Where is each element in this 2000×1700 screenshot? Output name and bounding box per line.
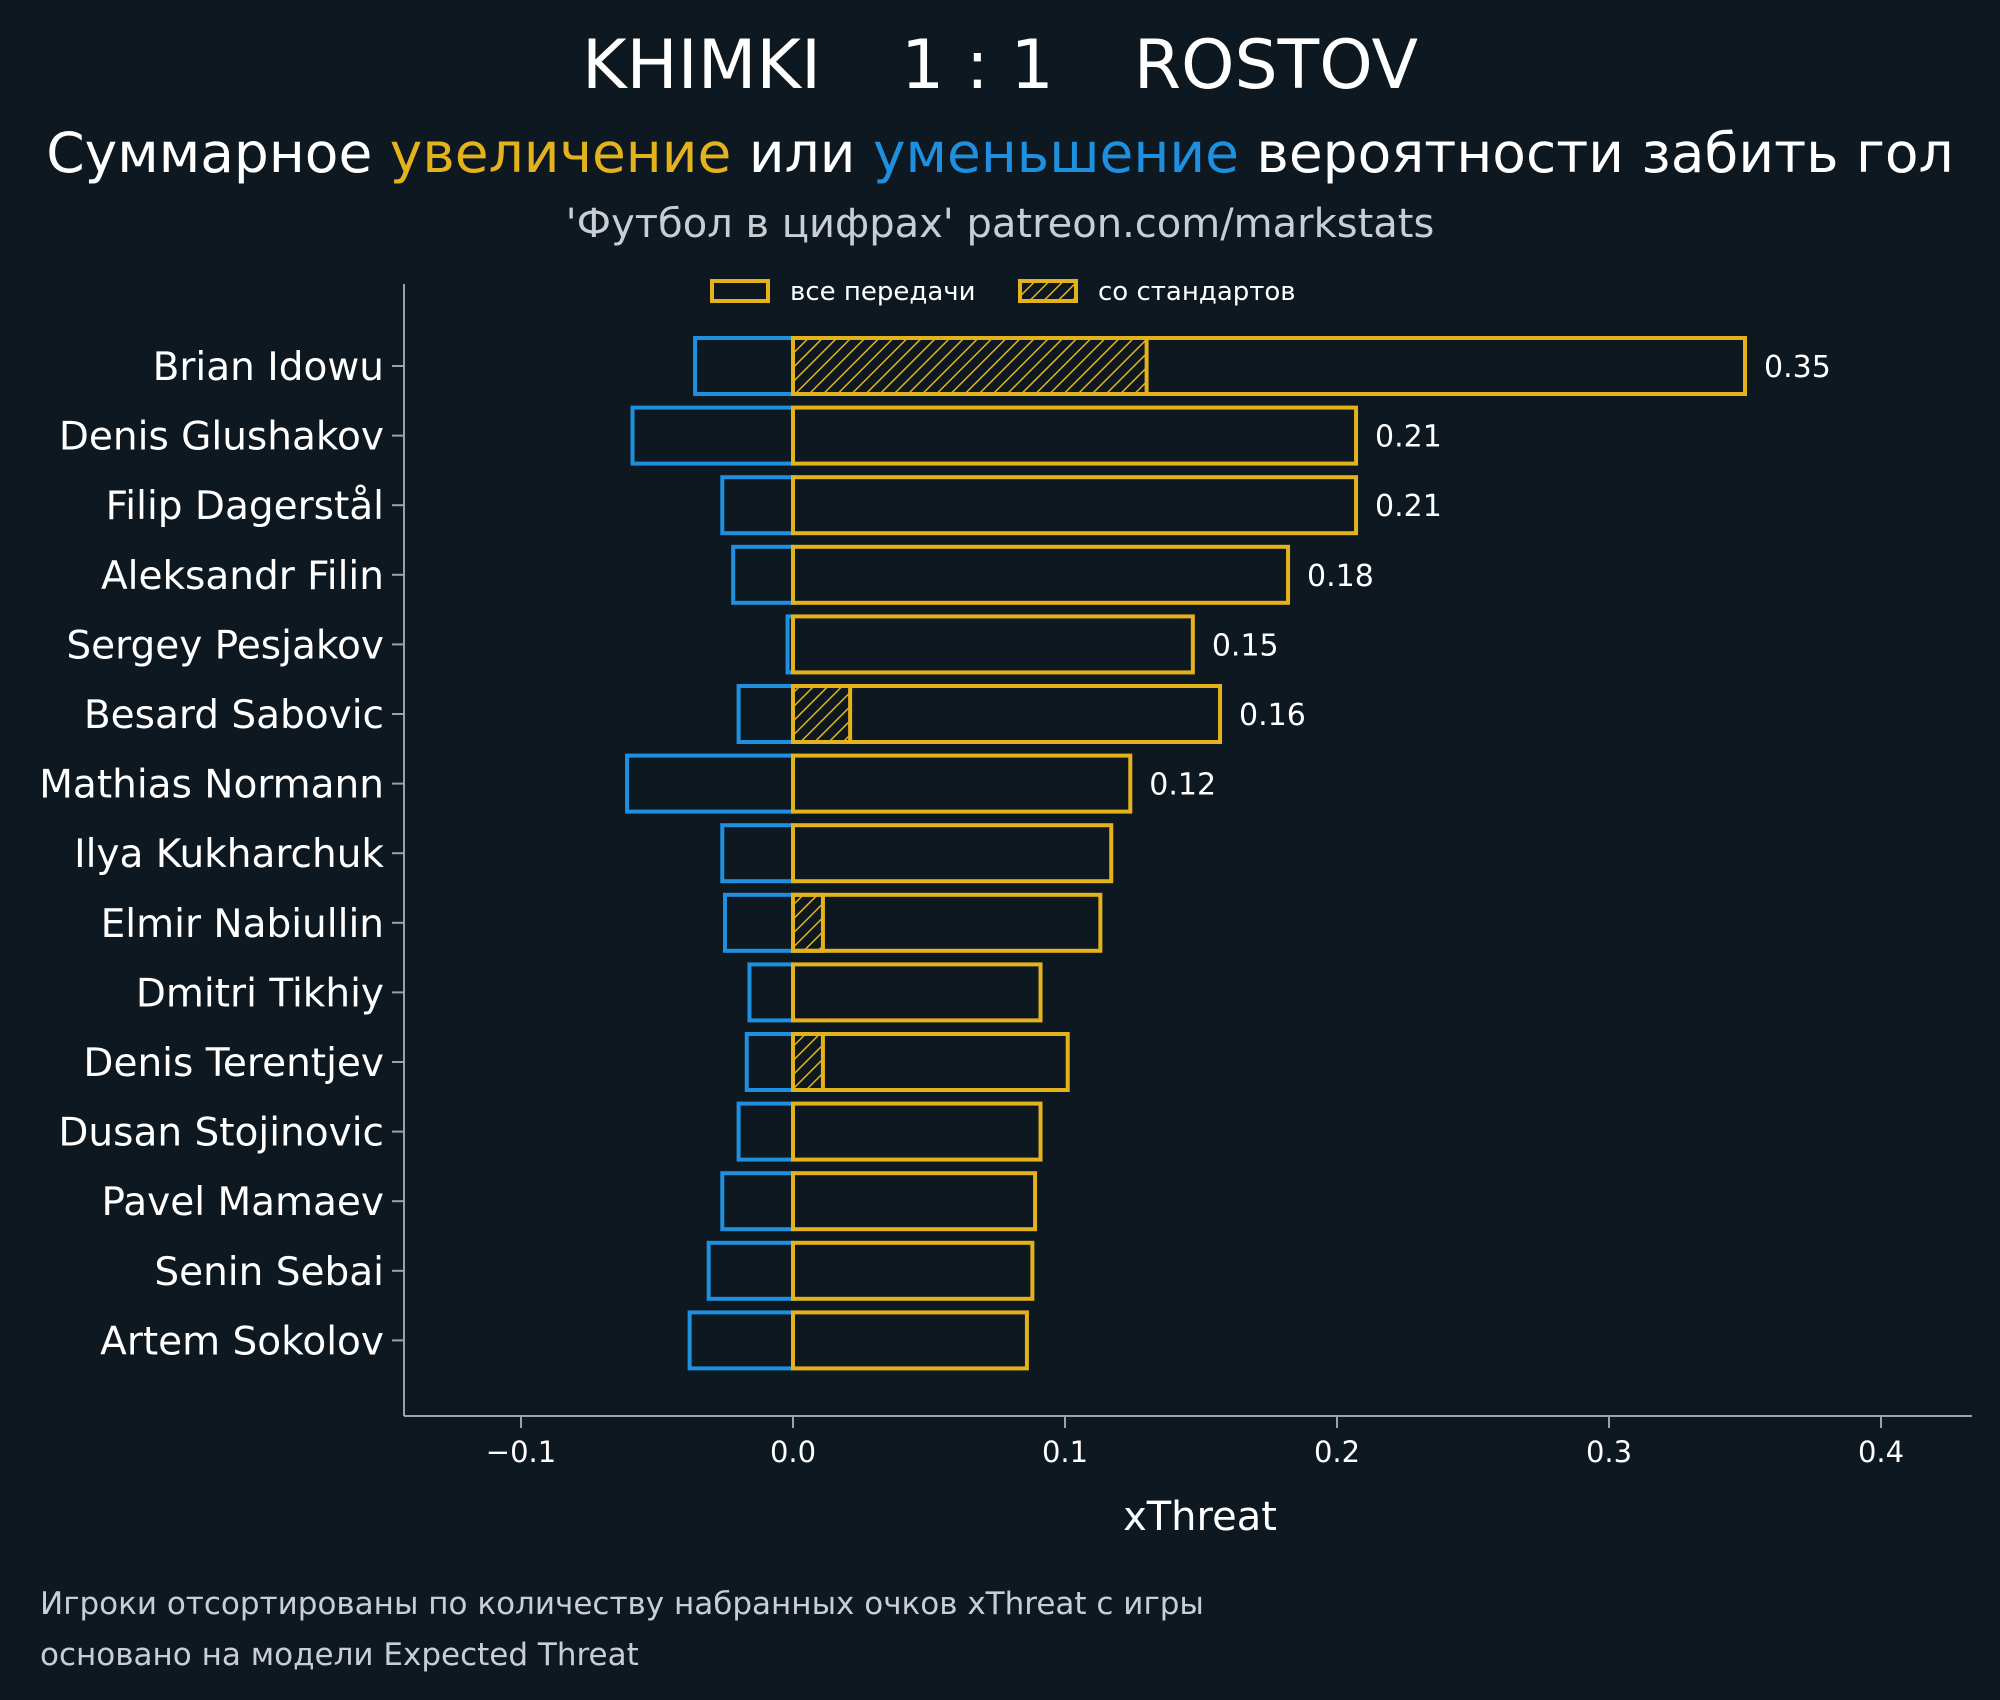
x-tick-label: 0.1 (1042, 1435, 1088, 1469)
player-label: Pavel Mamaev (102, 1180, 384, 1225)
player-label: Denis Glushakov (59, 415, 384, 460)
bar-negative (706, 1240, 795, 1301)
bar-negative (723, 892, 795, 953)
bar-value-label: 0.21 (1375, 420, 1442, 455)
bar-value-label: 0.35 (1764, 350, 1831, 385)
player-label: Dusan Stojinovic (58, 1111, 384, 1156)
away-team: ROSTOV (1134, 26, 1418, 105)
player-label: Sergey Pesjakov (66, 623, 384, 668)
bar-positive (791, 1171, 1038, 1232)
player-label: Aleksandr Filin (101, 554, 384, 599)
bar-positive (791, 1101, 1043, 1162)
footnote-line-1: Игроки отсортированы по количеству набра… (40, 1586, 1204, 1622)
bar-positive (791, 1310, 1029, 1371)
bar-set-piece (791, 1032, 825, 1092)
bar-negative (720, 1171, 796, 1232)
x-tick-label: −0.1 (486, 1435, 556, 1469)
bar-negative (736, 1101, 795, 1162)
bar-value-label: 0.16 (1239, 698, 1306, 733)
bar-positive (791, 405, 1359, 466)
y-axis-ticks: Brian Idowu Denis Glushakov Filip Dagerstå… (39, 345, 404, 1364)
bar-set-piece (791, 892, 825, 953)
player-label: Ilya Kukharchuk (74, 832, 384, 877)
footnote-line-2: основано на модели Expected Threat (40, 1637, 639, 1673)
bar-value-label: 0.21 (1375, 489, 1442, 524)
bar-positive (791, 544, 1291, 605)
bar-positive (791, 962, 1043, 1023)
x-tick-label: 0.4 (1858, 1435, 1904, 1469)
bar-positive (791, 823, 1114, 884)
bar-positive (791, 1032, 1070, 1092)
bar-value-label: 0.15 (1212, 628, 1279, 663)
match-title: KHIMKI 1 : 1 ROSTOV (582, 26, 1418, 105)
subtitle-part-2: или (731, 121, 873, 185)
bar-positive (791, 475, 1359, 536)
legend: все передачи со стандартов (710, 277, 1296, 307)
chart-subtitle: Суммарное увеличение или уменьшение веро… (46, 121, 1953, 185)
subtitle-part-3: вероятности забить гол (1239, 121, 1954, 185)
subtitle-part-1: Суммарное (46, 121, 389, 185)
bar-value-label: 0.18 (1307, 559, 1374, 594)
bar-positive (791, 336, 1747, 396)
bar-negative (736, 684, 795, 744)
x-tick-label: 0.3 (1586, 1435, 1632, 1469)
home-team: KHIMKI (582, 26, 821, 105)
player-label: Mathias Normann (39, 763, 384, 808)
bar-negative (687, 1310, 796, 1371)
bar-negative (747, 962, 795, 1023)
legend-label-all-passes: все передачи (790, 277, 976, 307)
bar-set-piece (791, 336, 1149, 396)
bar-negative (625, 753, 796, 814)
subtitle-increase: увеличение (390, 121, 732, 185)
bar-set-piece (791, 684, 853, 744)
subtitle-decrease: уменьшение (873, 121, 1239, 185)
bar-positive (791, 1240, 1035, 1301)
player-label: Denis Terentjev (83, 1041, 384, 1086)
player-label: Brian Idowu (153, 345, 384, 390)
bar-positive (791, 753, 1133, 814)
credit-line: 'Футбол в цифрах' patreon.com/markstats (566, 201, 1435, 247)
x-axis-title: xThreat (1123, 1494, 1277, 1540)
legend-swatch-set-pieces (1018, 279, 1078, 303)
match-score: 1 : 1 (901, 26, 1054, 105)
legend-swatch-all-passes (710, 279, 770, 303)
player-label: Senin Sebai (154, 1250, 384, 1295)
player-label: Filip Dagerstål (106, 484, 384, 529)
bar-positive (791, 892, 1103, 953)
bar-negative (693, 336, 796, 396)
bar-value-label: 0.12 (1149, 768, 1216, 803)
bar-negative (720, 475, 796, 536)
x-tick-label: 0.0 (770, 1435, 816, 1469)
bar-negative (731, 544, 795, 605)
x-axis-ticks: −0.1 0.0 0.1 0.2 0.3 0.4 (486, 1416, 1904, 1469)
player-label: Elmir Nabiullin (101, 902, 384, 947)
x-tick-label: 0.2 (1314, 1435, 1360, 1469)
bar-negative (720, 823, 796, 884)
player-label: Dmitri Tikhiy (136, 971, 384, 1016)
bar-positive (791, 614, 1195, 675)
bars: 0.350.210.210.180.150.160.12 (625, 336, 1831, 1371)
player-label: Besard Sabovic (84, 693, 384, 738)
player-label: Artem Sokolov (100, 1319, 384, 1364)
bar-negative (744, 1032, 796, 1092)
legend-label-set-pieces: со стандартов (1098, 277, 1296, 307)
bar-negative (630, 405, 796, 466)
bar-positive (791, 684, 1223, 744)
